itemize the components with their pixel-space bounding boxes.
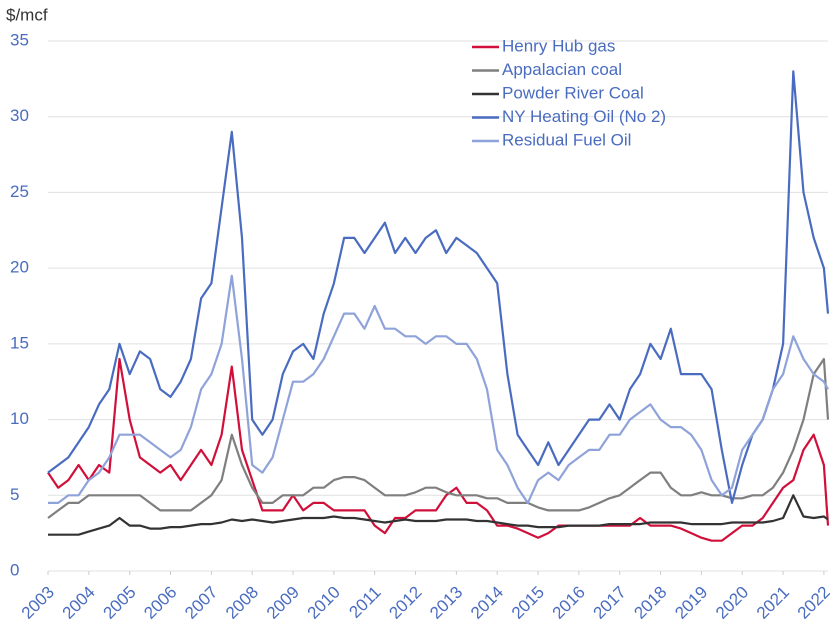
y-tick-label: 15: [10, 333, 29, 352]
series-line: [47, 70, 830, 504]
x-tick-label: 2018: [630, 583, 670, 623]
y-tick-label: 20: [10, 258, 29, 277]
x-tick-label: 2004: [59, 583, 99, 623]
y-tick-label: 5: [10, 485, 19, 504]
legend-label: Powder River Coal: [502, 83, 644, 102]
legend-label: Residual Fuel Oil: [502, 130, 631, 149]
y-axis-label: $/mcf: [6, 5, 48, 24]
legend-label: Henry Hub gas: [502, 36, 615, 55]
x-tick-label: 2016: [549, 583, 589, 623]
x-tick-label: 2008: [222, 583, 262, 623]
x-tick-label: 2015: [508, 583, 548, 623]
y-tick-label: 25: [10, 182, 29, 201]
y-tick-label: 35: [10, 30, 29, 49]
x-tick-label: 2013: [426, 583, 466, 623]
y-tick-label: 30: [10, 106, 29, 125]
x-tick-label: 2019: [671, 583, 711, 623]
x-tick-label: 2022: [794, 583, 830, 623]
y-tick-label: 0: [10, 560, 19, 579]
series-line: [48, 274, 829, 504]
legend-label: Appalacian coal: [502, 60, 622, 79]
legend-label: NY Heating Oil (No 2): [502, 107, 666, 126]
x-tick-label: 2011: [345, 583, 384, 622]
x-tick-label: 2005: [99, 583, 139, 623]
series-line: [47, 357, 830, 542]
x-tick-label: 2009: [263, 583, 303, 623]
x-tick-label: 2012: [385, 583, 425, 623]
x-tick-label: 2010: [304, 583, 344, 623]
x-tick-label: 2014: [467, 583, 507, 623]
x-tick-label: 2003: [18, 583, 58, 623]
x-tick-label: 2006: [140, 583, 180, 623]
x-tick-label: 2007: [181, 583, 221, 623]
series-line: [47, 357, 830, 519]
y-tick-label: 10: [10, 409, 29, 428]
x-tick-label: 2020: [712, 583, 752, 623]
series-line: [48, 494, 829, 536]
x-tick-label: 2017: [590, 583, 630, 623]
x-tick-label: 2021: [753, 583, 793, 623]
